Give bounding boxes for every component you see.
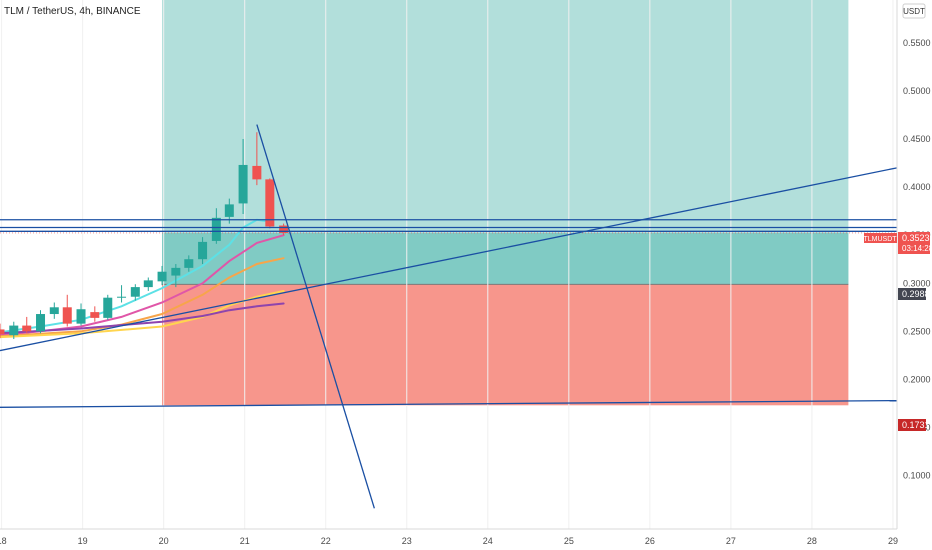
currency-badge[interactable]: USDT [902, 3, 926, 19]
candle-body [36, 314, 46, 332]
loss-zone [162, 284, 849, 406]
candle-body [0, 329, 5, 335]
ma-line-1 [0, 218, 271, 334]
price-tick-label: 0.1000 [903, 471, 931, 481]
symbol-price-tag: TLMUSDT 0.3523 03:14:28 [863, 232, 932, 254]
currency-label: USDT [903, 7, 925, 16]
candle-body [103, 297, 113, 318]
position-zones [0, 0, 897, 406]
candle-body [171, 267, 181, 276]
candle-body [265, 179, 275, 227]
time-tick-label: 19 [78, 536, 88, 546]
time-tick-label: 23 [402, 536, 412, 546]
chart-title: TLM / TetherUS, 4h, BINANCE [4, 6, 141, 17]
trend-line[interactable] [0, 167, 898, 352]
price-tick-label: 0.3000 [903, 278, 931, 288]
ma-line-3 [0, 257, 285, 338]
entry-price-value: 0.2988 [902, 289, 930, 299]
candle-body [49, 307, 59, 315]
symbol-label: TLMUSDT [863, 236, 897, 243]
time-gridlines [1, 0, 894, 529]
profit-progress-zone [162, 232, 849, 285]
candle-body [117, 296, 127, 298]
candle-body [198, 241, 208, 260]
entry-price-tag: 0.2988 [898, 288, 930, 300]
candle-body [184, 259, 194, 268]
candle-body [238, 164, 248, 204]
time-tick-label: 24 [483, 536, 493, 546]
trend-line[interactable] [0, 399, 898, 408]
price-tick-label: 0.4500 [903, 134, 931, 144]
candle-countdown: 03:14:28 [902, 244, 932, 253]
time-axis[interactable]: 18 19 20 21 22 23 24 25 26 27 28 29 [0, 536, 898, 546]
candle-body [9, 325, 19, 336]
ma-line-5 [0, 302, 285, 335]
candle-body [157, 271, 167, 282]
candle-body [252, 165, 262, 180]
time-tick-label: 18 [0, 536, 7, 546]
current-price-value: 0.3523 [902, 233, 930, 243]
candle-body [279, 225, 289, 233]
time-tick-label: 21 [240, 536, 250, 546]
candle-body [76, 309, 86, 324]
candle-body [22, 325, 32, 332]
moving-averages [0, 218, 285, 339]
time-tick-label: 22 [321, 536, 331, 546]
price-tick-label: 0.5500 [903, 38, 931, 48]
candle-body [211, 217, 221, 241]
time-tick-label: 29 [888, 536, 898, 546]
candle-body [62, 307, 72, 324]
candle-body [130, 287, 140, 297]
candle-body [143, 280, 153, 288]
candle-body [90, 312, 100, 318]
time-tick-label: 28 [807, 536, 817, 546]
price-tick-label: 0.2500 [903, 326, 931, 336]
candlesticks [0, 132, 289, 340]
trend-line[interactable] [256, 124, 375, 509]
time-tick-label: 25 [564, 536, 574, 546]
stop-price-tag: 0.1731 [898, 419, 930, 431]
price-tick-label: 0.2000 [903, 374, 931, 384]
stop-price-value: 0.1731 [902, 420, 930, 430]
time-tick-label: 26 [645, 536, 655, 546]
time-tick-label: 20 [159, 536, 169, 546]
time-tick-label: 27 [726, 536, 736, 546]
drawn-lines [0, 124, 898, 509]
candle-body [224, 204, 234, 217]
price-axis[interactable]: 0.10000.15000.20000.25000.30000.35000.40… [903, 38, 931, 481]
price-tick-label: 0.5000 [903, 86, 931, 96]
price-tick-label: 0.4000 [903, 182, 931, 192]
